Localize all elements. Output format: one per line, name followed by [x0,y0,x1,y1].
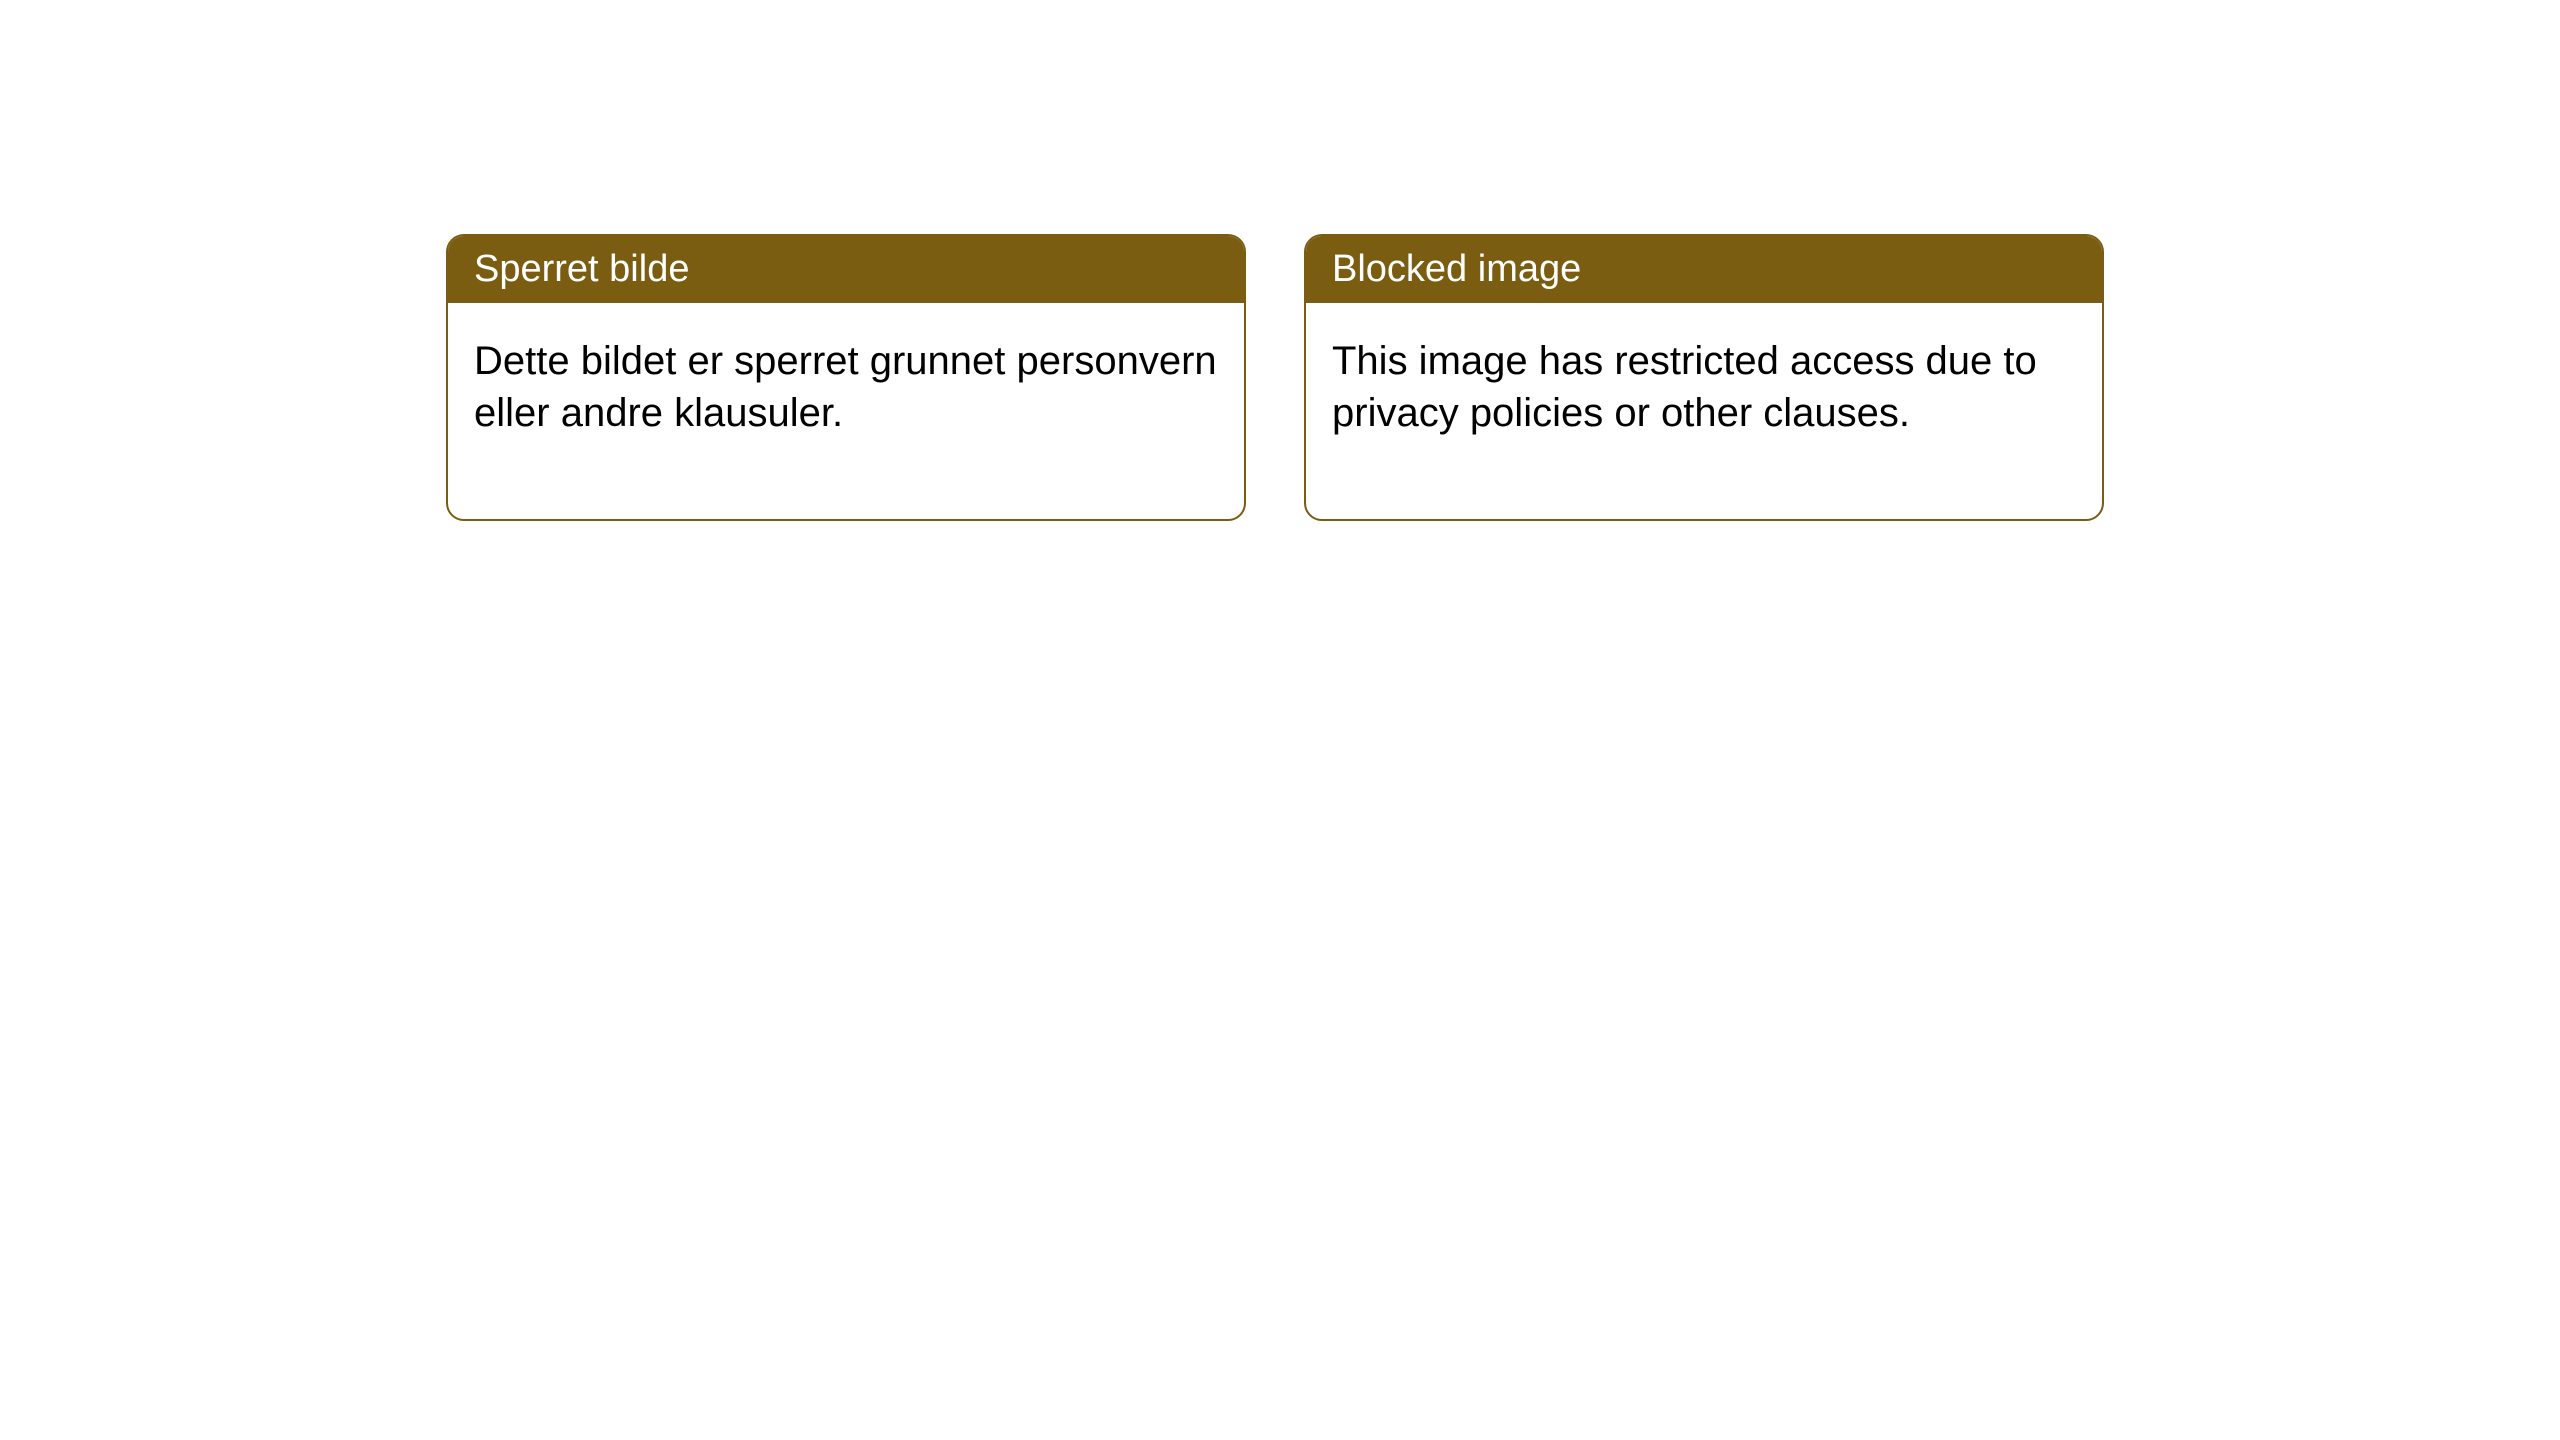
notice-container: Sperret bilde Dette bildet er sperret gr… [446,234,2104,521]
notice-text: Dette bildet er sperret grunnet personve… [474,339,1217,435]
notice-title: Sperret bilde [474,248,689,290]
notice-header: Blocked image [1306,236,2102,303]
notice-title: Blocked image [1332,248,1581,290]
notice-body: Dette bildet er sperret grunnet personve… [448,303,1244,519]
notice-header: Sperret bilde [448,236,1244,303]
notice-body: This image has restricted access due to … [1306,303,2102,519]
notice-card-norwegian: Sperret bilde Dette bildet er sperret gr… [446,234,1246,521]
notice-text: This image has restricted access due to … [1332,339,2037,435]
notice-card-english: Blocked image This image has restricted … [1304,234,2104,521]
